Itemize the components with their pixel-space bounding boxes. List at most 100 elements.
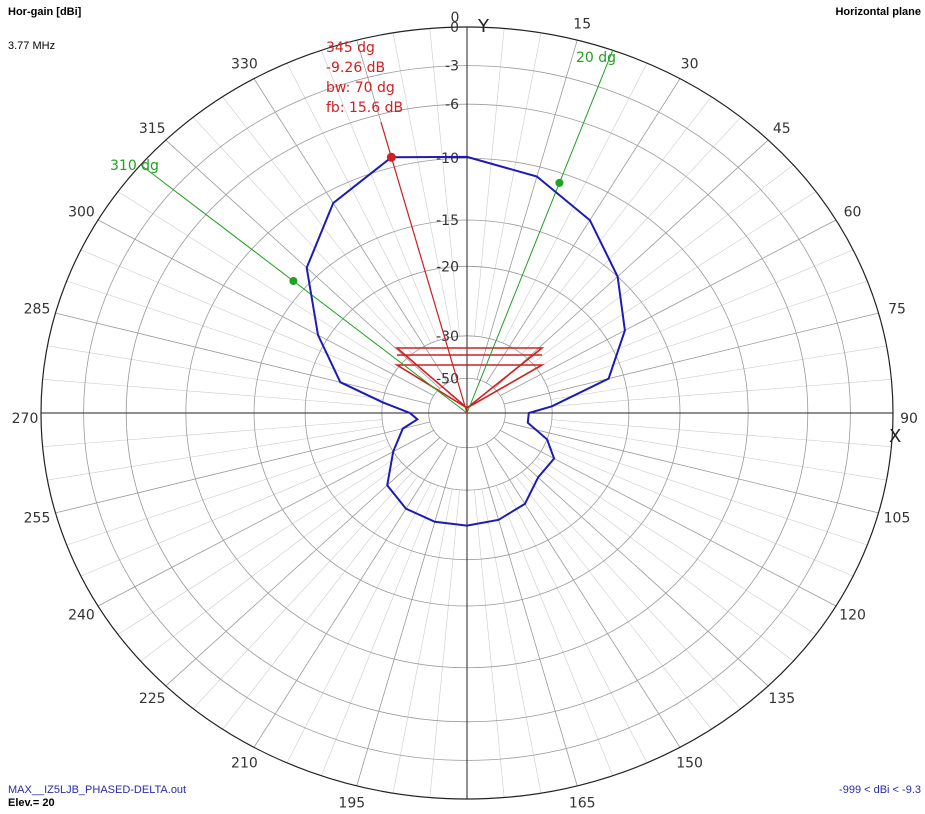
angle-label: 15 [573,16,591,32]
ring-labels: 0 -3 -6 -10 -15 -20 -30 -50 [436,20,459,387]
angle-label: 60 [844,204,862,220]
radial-line [474,28,505,337]
angle-label: 240 [68,608,95,624]
radial-line [192,117,413,355]
radial-line [485,78,681,384]
angle-label: 120 [839,608,866,624]
radial-line [546,280,868,387]
angle-label: 270 [12,411,39,427]
radial-line [165,139,441,389]
radial-line [536,191,817,369]
main-marker-label: -9.26 dB [326,60,385,76]
radial-line [500,430,837,607]
radial-line [42,379,383,407]
radial-line [253,78,449,384]
radial-line [544,445,854,577]
angle-label: 285 [24,302,51,318]
elevation-label: Elev.= 20 [8,797,55,809]
angle-label: 0 [451,10,460,26]
radial-line [502,63,648,344]
bw-marker-label: 310 dg [110,158,159,174]
radial-line [521,117,742,355]
radial-line [493,437,769,687]
main-marker-line [380,122,468,414]
ring-label: -15 [436,213,459,229]
bw-marker-label: 20 dg [576,50,616,66]
radial-line [192,471,413,709]
radial-line [532,462,794,662]
radial-line [117,457,398,635]
radial-line [474,489,505,798]
angle-label: 195 [338,796,365,812]
max-gain-marker-dot [386,152,396,162]
radial-line [356,446,458,786]
radial-line [286,482,432,763]
radial-line [55,421,431,514]
main-marker-label: fb: 15.6 dB [326,100,403,116]
radial-line [481,488,542,794]
angle-label: 90 [900,411,918,427]
radial-line [429,489,460,798]
radial-line [515,96,712,350]
radial-line [532,164,794,364]
angle-label: 300 [68,204,95,220]
radial-line [550,426,887,481]
radial-line [286,63,432,344]
radial-line [97,430,434,607]
frequency-label: 3.77 MHz [8,40,56,52]
radial-line [80,445,390,577]
x-axis-letter: X [889,426,901,447]
radial-line [503,312,879,405]
bw-marker-line [140,164,468,414]
ring-label: 0 [450,20,459,36]
angle-label: 75 [888,302,906,318]
radial-line [321,50,439,341]
angle-label: 105 [884,510,911,526]
radial-line [551,379,892,407]
angle-label: 165 [569,796,596,812]
angle-label: 255 [24,510,51,526]
radial-line [222,96,419,350]
radial-line [42,419,383,447]
angle-labels: 0153045607590105120135150165180195210225… [12,10,918,812]
ring-label: -30 [436,329,459,345]
radial-line [493,139,769,389]
main-marker-label: 345 dg [326,40,375,56]
angle-label: 330 [231,57,258,73]
radial-line [495,485,613,776]
angle-label: 210 [231,755,258,771]
radial-line [222,476,419,730]
radial-line [140,462,402,662]
plane-label: Horizontal plane [835,6,921,18]
radial-line [429,28,460,337]
radial-line [66,439,388,546]
ring-label: -50 [436,371,459,387]
radial-line [521,471,742,709]
radial-line [392,488,453,794]
bw-marker-line [466,50,614,414]
radial-line [165,437,441,687]
radial-line [47,426,384,481]
radial-line [550,345,887,400]
radial-line [481,32,542,338]
ring-label: -10 [436,151,459,167]
bw-marker-dot [555,178,564,187]
radial-line [476,40,578,380]
radial-line [546,439,868,546]
radial-line [536,457,817,635]
angle-label: 150 [676,755,703,771]
radial-line [47,345,384,400]
gain-range-label: -999 < dBi < -9.3 [839,784,921,796]
radial-line [321,485,439,776]
antenna-outer-triangle [394,347,545,410]
radial-line [503,421,879,514]
radial-line [515,476,712,730]
radial-line [117,191,398,369]
main-marker-label: bw: 70 dg [326,80,395,96]
angle-label: 45 [773,121,791,137]
marker-labels: 345 dg -9.26 dB bw: 70 dg fb: 15.6 dB 310 dg… [110,40,616,174]
radial-line [80,249,390,381]
radial-line [500,219,837,396]
angle-label: 30 [681,57,699,73]
